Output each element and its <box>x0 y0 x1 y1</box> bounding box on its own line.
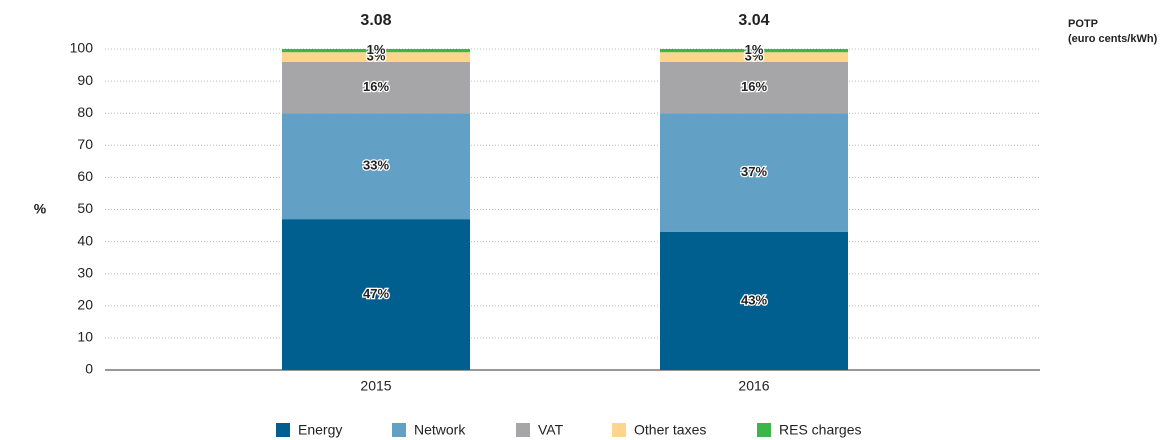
data-label: 1% <box>745 42 764 57</box>
y-tick-label: 90 <box>77 72 93 88</box>
y-tick-label: 0 <box>85 361 93 377</box>
legend-label: VAT <box>538 422 564 438</box>
x-tick-label: 2016 <box>738 378 769 394</box>
y-tick-label: 10 <box>77 329 93 345</box>
data-label: 16% <box>741 79 767 94</box>
legend-swatch <box>612 423 626 437</box>
legend-swatch <box>757 423 771 437</box>
bar-segment <box>282 113 470 220</box>
data-label: 3% <box>367 48 386 63</box>
data-label: 3% <box>745 48 764 63</box>
bar-segment <box>660 231 848 370</box>
data-label: 47% <box>363 286 389 301</box>
bar-segment <box>282 61 470 114</box>
bar-segment <box>282 49 470 53</box>
legend-swatch <box>516 423 530 437</box>
y-tick-label: 20 <box>77 297 93 313</box>
bar-segment <box>660 113 848 232</box>
y-tick-label: 30 <box>77 264 93 280</box>
legend-label: RES charges <box>779 422 861 438</box>
annotation: POTP <box>1068 18 1098 30</box>
legend-label: Network <box>414 422 466 438</box>
bar-segment <box>282 219 470 370</box>
x-tick-label: 2015 <box>360 378 391 394</box>
legend-label: Energy <box>298 422 342 438</box>
annotation: (euro cents/kWh) <box>1068 33 1158 45</box>
y-tick-label: 100 <box>70 40 94 56</box>
data-label: 43% <box>741 292 767 307</box>
y-tick-label: 50 <box>77 200 93 216</box>
bar-segment <box>282 52 470 62</box>
data-label: 37% <box>741 164 767 179</box>
data-label: 33% <box>363 158 389 173</box>
bar-segment <box>660 49 848 53</box>
legend-swatch <box>392 423 406 437</box>
y-axis-label: % <box>34 201 47 217</box>
y-tick-label: 80 <box>77 104 93 120</box>
y-tick-label: 70 <box>77 136 93 152</box>
data-label: 1% <box>367 42 386 57</box>
y-tick-label: 60 <box>77 168 93 184</box>
bar-segment <box>660 52 848 62</box>
total-label: 3.04 <box>738 12 769 29</box>
legend-swatch <box>276 423 290 437</box>
y-tick-label: 40 <box>77 232 93 248</box>
legend-label: Other taxes <box>634 422 706 438</box>
data-label: 16% <box>363 79 389 94</box>
bar-segment <box>660 61 848 114</box>
total-label: 3.08 <box>360 12 391 29</box>
